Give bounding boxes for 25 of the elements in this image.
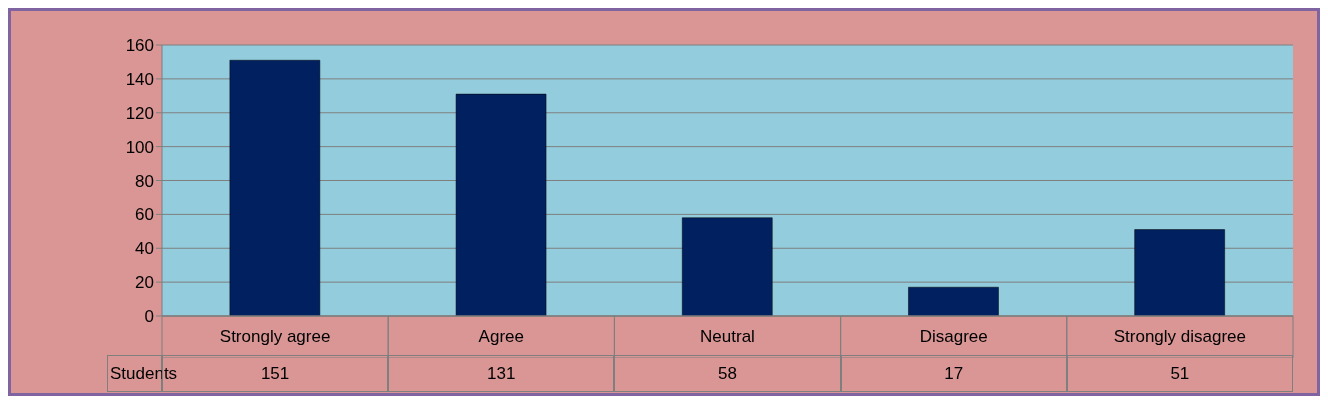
data-label: 151 [260, 363, 290, 383]
bar [908, 286, 999, 316]
y-tick-label: 20 [135, 273, 154, 293]
bar [1134, 229, 1225, 316]
data-label: 17 [840, 355, 1067, 392]
x-tick-label: Strongly disagree [1113, 327, 1247, 346]
y-tick-label: 120 [125, 103, 154, 123]
x-tick-label: Agree [478, 327, 524, 346]
y-tick-label: 80 [135, 171, 154, 191]
y-tick-label: 160 [125, 36, 154, 56]
bar [229, 59, 321, 316]
x-tick-label: Disagree [919, 327, 988, 346]
data-label: 51 [1066, 355, 1293, 392]
y-tick-label: 40 [135, 239, 154, 259]
text: Students [109, 362, 178, 385]
y-tick-label: 60 [135, 205, 154, 225]
y-tick-label: 0 [144, 307, 154, 327]
bar [455, 93, 547, 316]
bar [682, 217, 773, 316]
x-tick-label: Strongly agree [219, 327, 331, 346]
y-tick-label: 140 [125, 69, 154, 89]
data-label: 58 [614, 355, 841, 392]
y-tick-label: 100 [125, 137, 154, 157]
data-label: 131 [388, 355, 615, 392]
x-tick-label: Neutral [700, 327, 755, 346]
